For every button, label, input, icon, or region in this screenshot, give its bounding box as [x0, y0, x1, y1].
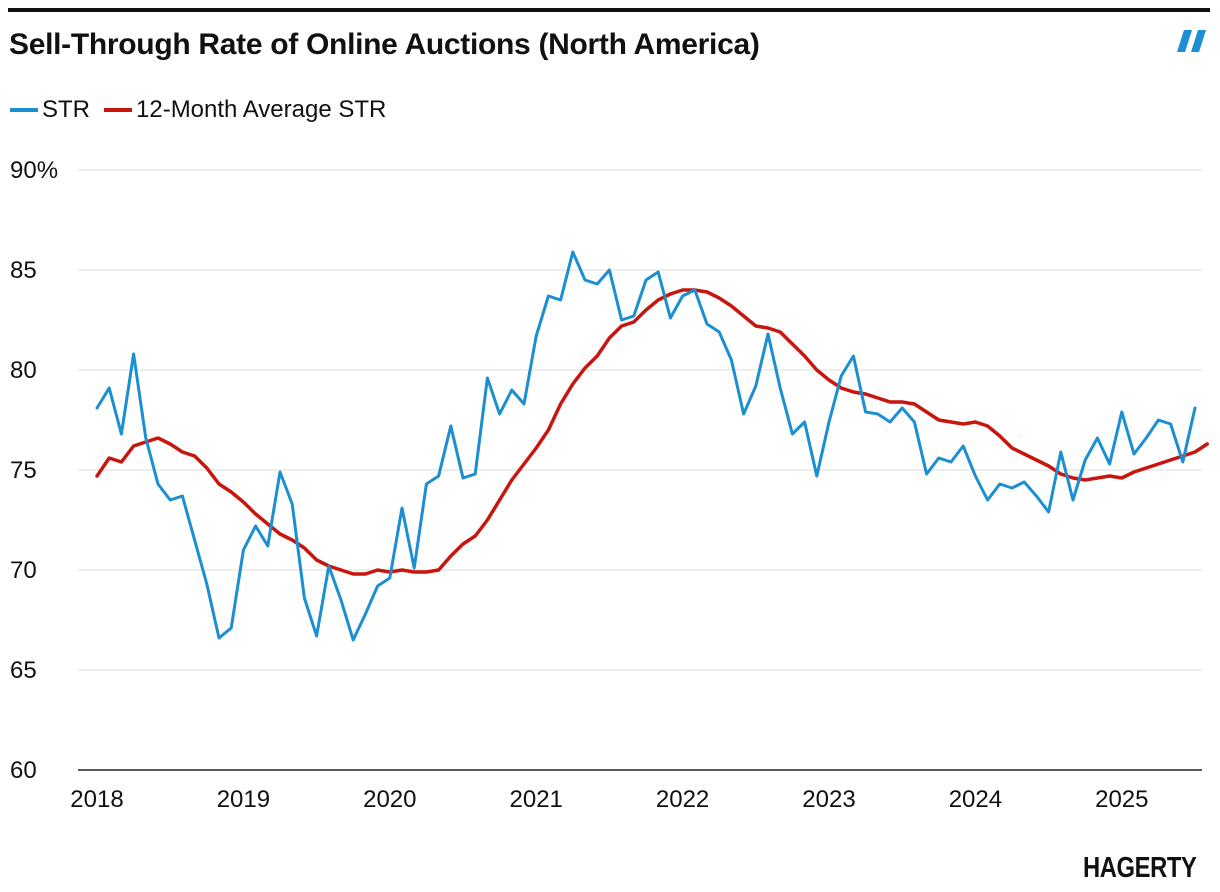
- brand-slash-right: [1191, 30, 1206, 52]
- y-tick-label: 75: [10, 457, 37, 484]
- x-tick-label: 2018: [70, 786, 123, 813]
- y-tick-label: 85: [10, 257, 37, 284]
- series-line-12-month-average: [95, 288, 1209, 576]
- y-tick-label: 90%: [10, 157, 58, 184]
- legend-item-str: STR: [10, 96, 90, 124]
- legend-item-avg: 12-Month Average STR: [104, 96, 386, 124]
- y-tick-label: 65: [10, 657, 37, 684]
- chart-title: Sell-Through Rate of Online Auctions (No…: [9, 28, 760, 61]
- y-tick-label: 70: [10, 557, 37, 584]
- x-tick-labels: 2018 2019 2020 2021 2022 2023 2024 2025: [70, 786, 1148, 813]
- y-tick-label: 60: [10, 757, 37, 784]
- series-lines: [95, 250, 1209, 642]
- x-tick-label: 2025: [1095, 786, 1148, 813]
- hagerty-logo: HAGERTY: [1083, 852, 1197, 884]
- x-tick-label: 2019: [217, 786, 270, 813]
- y-tick-labels: 60 65 70 75 80 85 90%: [10, 157, 58, 784]
- legend-swatch-str: [10, 108, 38, 112]
- x-tick-label: 2020: [363, 786, 416, 813]
- legend-swatch-avg: [104, 108, 132, 112]
- brand-slash-left: [1177, 30, 1192, 52]
- legend-label-avg: 12-Month Average STR: [136, 96, 387, 123]
- x-tick-label: 2021: [510, 786, 563, 813]
- x-tick-label: 2024: [949, 786, 1002, 813]
- legend-label-str: STR: [42, 96, 90, 123]
- grid-lines: [78, 169, 1202, 771]
- double-slash-icon: [1177, 30, 1206, 52]
- x-tick-label: 2023: [802, 786, 855, 813]
- top-rule: [8, 8, 1210, 12]
- x-tick-label: 2022: [656, 786, 709, 813]
- series-line-str: [95, 250, 1197, 642]
- y-tick-label: 80: [10, 357, 37, 384]
- legend: STR 12-Month Average STR: [10, 96, 400, 124]
